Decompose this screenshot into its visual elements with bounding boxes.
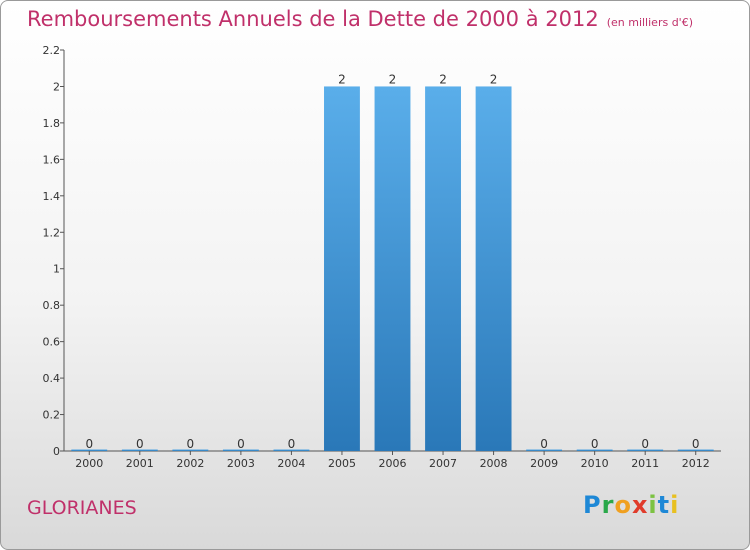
data-label: 2 xyxy=(338,72,346,86)
x-tick-label: 2006 xyxy=(379,457,407,470)
data-label: 2 xyxy=(389,72,397,86)
y-tick-label: 0.2 xyxy=(43,409,61,422)
y-tick-label: 2 xyxy=(53,80,60,93)
bar-2010 xyxy=(576,449,613,451)
data-label: 2 xyxy=(490,72,498,86)
x-tick-label: 2012 xyxy=(682,457,710,470)
bar-2011 xyxy=(627,449,664,451)
data-label: 2 xyxy=(439,72,447,86)
bar-2002 xyxy=(172,449,209,451)
y-tick-label: 0.6 xyxy=(43,336,61,349)
bar-2007 xyxy=(425,86,461,452)
y-tick-label: 1.4 xyxy=(43,190,61,203)
x-tick-label: 2007 xyxy=(429,457,457,470)
bar-2000 xyxy=(71,449,108,451)
x-tick-label: 2000 xyxy=(75,457,103,470)
bar-2001 xyxy=(121,449,158,451)
x-tick-label: 2001 xyxy=(126,457,154,470)
y-tick-label: 1 xyxy=(53,263,60,276)
x-tick-label: 2008 xyxy=(480,457,508,470)
y-tick-label: 1.6 xyxy=(43,153,61,166)
data-label: 0 xyxy=(187,437,195,451)
data-label: 0 xyxy=(237,437,245,451)
x-tick-label: 2002 xyxy=(176,457,204,470)
bar-2008 xyxy=(475,86,512,452)
data-label: 0 xyxy=(136,437,144,451)
data-label: 0 xyxy=(85,437,93,451)
x-tick-label: 2004 xyxy=(277,457,305,470)
y-tick-label: 0.4 xyxy=(43,372,61,385)
y-tick-label: 1.2 xyxy=(43,226,61,239)
x-tick-label: 2010 xyxy=(581,457,609,470)
chart-title: Remboursements Annuels de la Dette de 20… xyxy=(27,7,693,31)
y-tick-label: 2.2 xyxy=(43,44,61,57)
y-tick-label: 0 xyxy=(53,445,60,458)
y-tick-label: 1.8 xyxy=(43,117,61,130)
data-label: 0 xyxy=(288,437,296,451)
y-tick-label: 0.8 xyxy=(43,299,61,312)
title-text: Remboursements Annuels de la Dette de 20… xyxy=(27,7,599,31)
data-label: 0 xyxy=(591,437,599,451)
bar-2006 xyxy=(374,86,411,452)
bar-2012 xyxy=(677,449,714,451)
x-tick-label: 2005 xyxy=(328,457,356,470)
bar-2005 xyxy=(324,86,360,452)
commune-name: GLORIANES xyxy=(27,497,137,519)
x-tick-label: 2003 xyxy=(227,457,255,470)
proxiti-logo: Proxiti xyxy=(583,491,680,519)
bar-2009 xyxy=(526,449,563,451)
data-label: 0 xyxy=(692,437,700,451)
data-label: 0 xyxy=(540,437,548,451)
x-tick-label: 2011 xyxy=(631,457,659,470)
unit-label: (en milliers d'€) xyxy=(606,16,693,29)
x-tick-label: 2009 xyxy=(530,457,558,470)
bar-2003 xyxy=(222,449,259,451)
data-label: 0 xyxy=(641,437,649,451)
bar-2004 xyxy=(273,449,310,451)
